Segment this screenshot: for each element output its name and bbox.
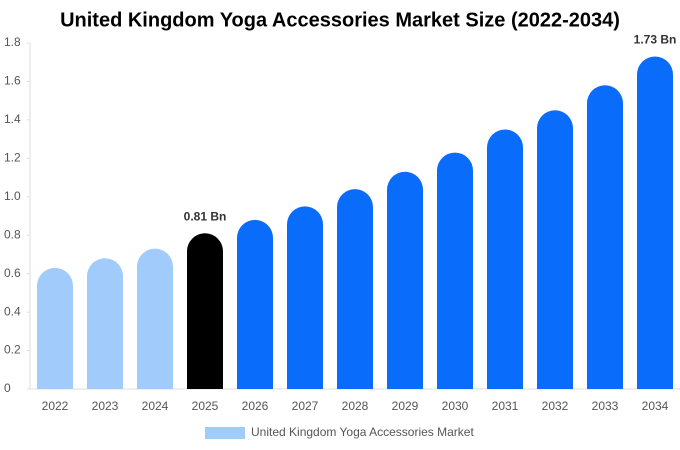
x-tick-label: 2028 bbox=[342, 399, 369, 413]
bar bbox=[137, 248, 173, 389]
x-tick-label: 2029 bbox=[392, 399, 419, 413]
y-tick-label: 1.6 bbox=[4, 74, 21, 88]
y-tick-label: 1.4 bbox=[4, 112, 21, 126]
bar bbox=[37, 267, 73, 389]
bar bbox=[287, 206, 323, 389]
x-tick-label: 2027 bbox=[292, 399, 319, 413]
x-tick-label: 2025 bbox=[192, 399, 219, 413]
bar bbox=[87, 258, 123, 389]
bar bbox=[537, 110, 573, 389]
y-tick-label: 0.6 bbox=[4, 266, 21, 280]
x-tick-label: 2034 bbox=[642, 399, 669, 413]
bar bbox=[637, 56, 673, 389]
legend-label: United Kingdom Yoga Accessories Market bbox=[251, 425, 474, 439]
x-tick-label: 2032 bbox=[542, 399, 569, 413]
x-tick-label: 2030 bbox=[442, 399, 469, 413]
bar bbox=[487, 129, 523, 389]
y-tick-label: 1.2 bbox=[4, 151, 21, 165]
x-tick-label: 2026 bbox=[242, 399, 269, 413]
bar bbox=[587, 85, 623, 390]
y-tick-label: 1.8 bbox=[4, 35, 21, 49]
bar bbox=[337, 189, 373, 389]
bar bbox=[387, 171, 423, 389]
x-tick-label: 2022 bbox=[42, 399, 69, 413]
x-tick-label: 2024 bbox=[142, 399, 169, 413]
y-tick-label: 0 bbox=[4, 381, 11, 395]
data-label: 0.81 Bn bbox=[184, 209, 227, 223]
y-tick-label: 1.0 bbox=[4, 189, 21, 203]
data-label: 1.73 Bn bbox=[634, 33, 677, 47]
y-tick-label: 0.8 bbox=[4, 227, 21, 241]
bar bbox=[237, 219, 273, 389]
legend-swatch bbox=[205, 427, 245, 439]
chart-title: United Kingdom Yoga Accessories Market S… bbox=[60, 9, 620, 31]
x-tick-label: 2033 bbox=[592, 399, 619, 413]
y-tick-label: 0.2 bbox=[4, 343, 21, 357]
x-tick-label: 2031 bbox=[492, 399, 519, 413]
y-tick-label: 0.4 bbox=[4, 304, 21, 318]
bar bbox=[437, 152, 473, 389]
bar bbox=[187, 233, 223, 389]
x-tick-label: 2023 bbox=[92, 399, 119, 413]
